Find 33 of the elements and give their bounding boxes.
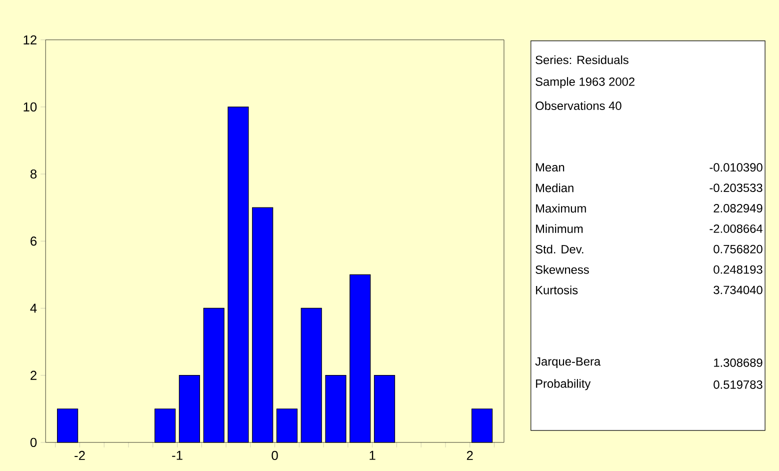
text: Probability [536,378,591,390]
y-tick-label: 2 [30,370,36,380]
y-tick-label: 0 [30,438,37,447]
x-tick-label: 2 [466,450,473,460]
x-tick-label: -1 [172,450,182,460]
y-tick-label: 10 [24,102,37,112]
text: -0.203533 [710,183,762,192]
y-tick-label: 8 [30,169,37,178]
x-tick-label: 0 [272,450,278,460]
text: Jarque-Bera [535,357,601,368]
x-tick-label: 1 [370,450,376,460]
text: 2.082949 [714,204,762,212]
text: -2.008664 [710,224,762,233]
text: Maximum [536,204,586,212]
text: Std. Dev. [536,244,584,254]
text: Minimum [536,224,583,233]
text: -0.010390 [710,163,762,172]
text: 0.756820 [714,244,762,254]
text: 3.734040 [714,286,762,294]
text: 1.308689 [714,358,762,367]
y-tick-label: 4 [30,304,37,313]
text: Series: Residuals [536,55,628,64]
x-tick-label: -2 [74,450,85,460]
text: Observations 40 [536,101,622,110]
y-tick-label: 12 [24,35,36,44]
text: Mean [536,163,564,172]
text: Skewness [536,265,589,274]
text: Kurtosis [536,285,578,294]
y-tick-label: 6 [30,236,37,246]
text: Median [536,183,574,192]
text: Sample 1963 2002 [536,76,634,88]
text: 0.248193 [714,265,762,274]
text: 0.519783 [714,380,762,389]
